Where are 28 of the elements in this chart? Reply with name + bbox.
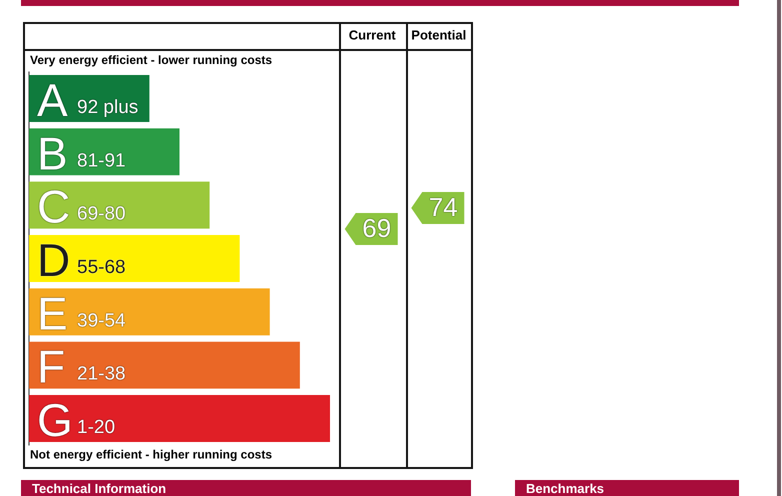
bar bbox=[29, 395, 330, 442]
annotation: 69-80 bbox=[77, 204, 126, 225]
bar bbox=[29, 288, 270, 336]
bar bbox=[29, 182, 210, 229]
text: Technical Information bbox=[32, 481, 166, 496]
text: Not energy efficient - higher running costs bbox=[30, 448, 272, 462]
text: Benchmarks bbox=[526, 481, 604, 496]
text: Very energy efficient - lower running costs bbox=[30, 53, 272, 68]
y-tick-label: G bbox=[37, 394, 73, 446]
annotation: 92 plus bbox=[77, 96, 138, 118]
y-tick-label: F bbox=[37, 340, 66, 393]
data-label: 69 bbox=[362, 213, 392, 244]
bar bbox=[29, 128, 180, 176]
annotation: 21-38 bbox=[77, 364, 126, 385]
annotation: 81-91 bbox=[77, 150, 126, 172]
bar bbox=[29, 235, 240, 282]
annotation: 39-54 bbox=[77, 310, 126, 332]
bar bbox=[29, 342, 300, 389]
y-tick-label: C bbox=[37, 180, 70, 233]
y-tick-label: A bbox=[37, 74, 68, 126]
category-label: Potential bbox=[411, 28, 466, 43]
annotation: 55-68 bbox=[77, 256, 126, 278]
y-tick-label: B bbox=[37, 127, 68, 180]
category-label: Current bbox=[348, 28, 396, 43]
y-tick-label: E bbox=[37, 287, 68, 340]
data-label: 74 bbox=[428, 192, 458, 222]
y-tick-label: D bbox=[37, 234, 70, 286]
annotation: 1-20 bbox=[77, 417, 116, 438]
